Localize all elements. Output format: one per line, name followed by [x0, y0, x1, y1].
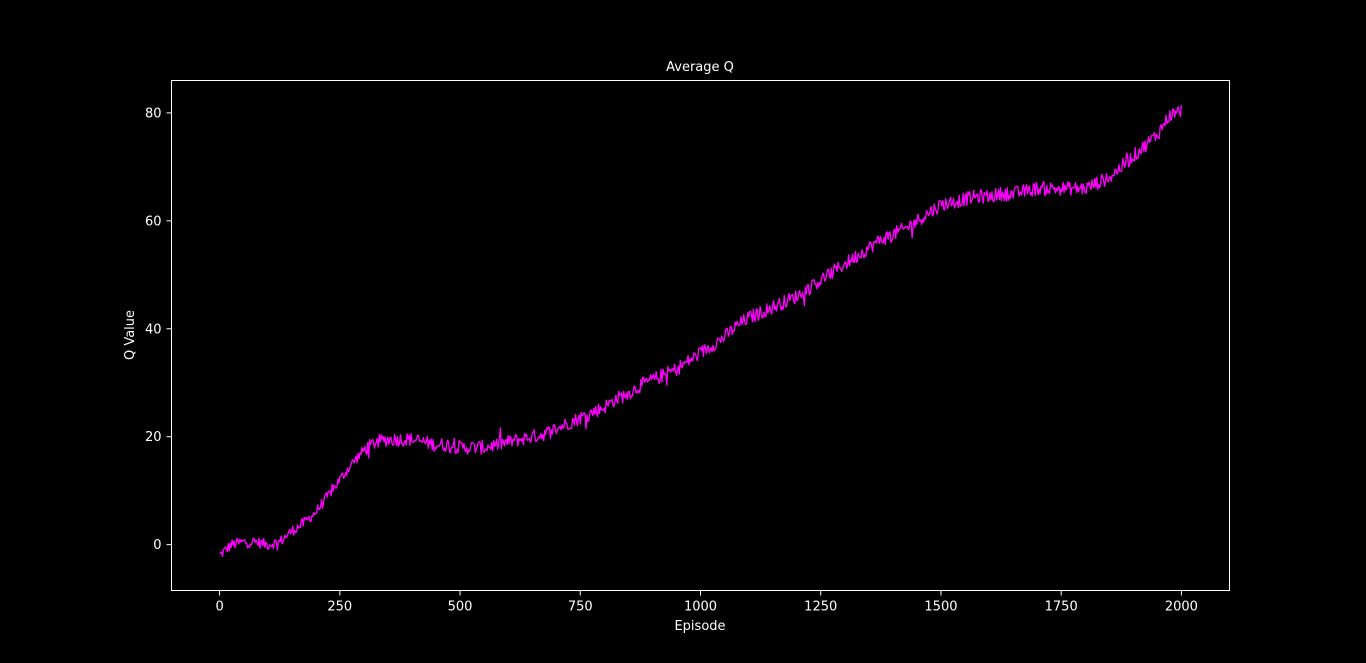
chart-title: Average Q [666, 60, 734, 75]
series-line [219, 104, 1183, 558]
x-tick-label: 1500 [924, 600, 957, 615]
y-tick-label: 0 [153, 538, 161, 553]
y-tick-label: 20 [145, 430, 162, 445]
x-axis-label: Episode [674, 619, 725, 634]
y-tick-label: 40 [145, 322, 162, 337]
x-tick-label: 500 [448, 600, 473, 615]
x-tick-label: 750 [568, 600, 593, 615]
x-tick-label: 0 [215, 600, 223, 615]
x-tick-label: 1000 [684, 600, 717, 615]
y-axis-ticks: 0 20 40 60 80 [145, 106, 172, 553]
x-axis-ticks: 0 250 500 750 1000 1250 1500 1750 2000 [215, 590, 1198, 615]
y-tick-label: 60 [145, 214, 162, 229]
y-tick-label: 80 [145, 106, 162, 121]
x-tick-label: 2000 [1165, 600, 1198, 615]
x-tick-label: 1250 [804, 600, 837, 615]
x-tick-label: 1750 [1045, 600, 1078, 615]
y-axis-label: Q Value [123, 310, 138, 360]
x-tick-label: 250 [327, 600, 352, 615]
